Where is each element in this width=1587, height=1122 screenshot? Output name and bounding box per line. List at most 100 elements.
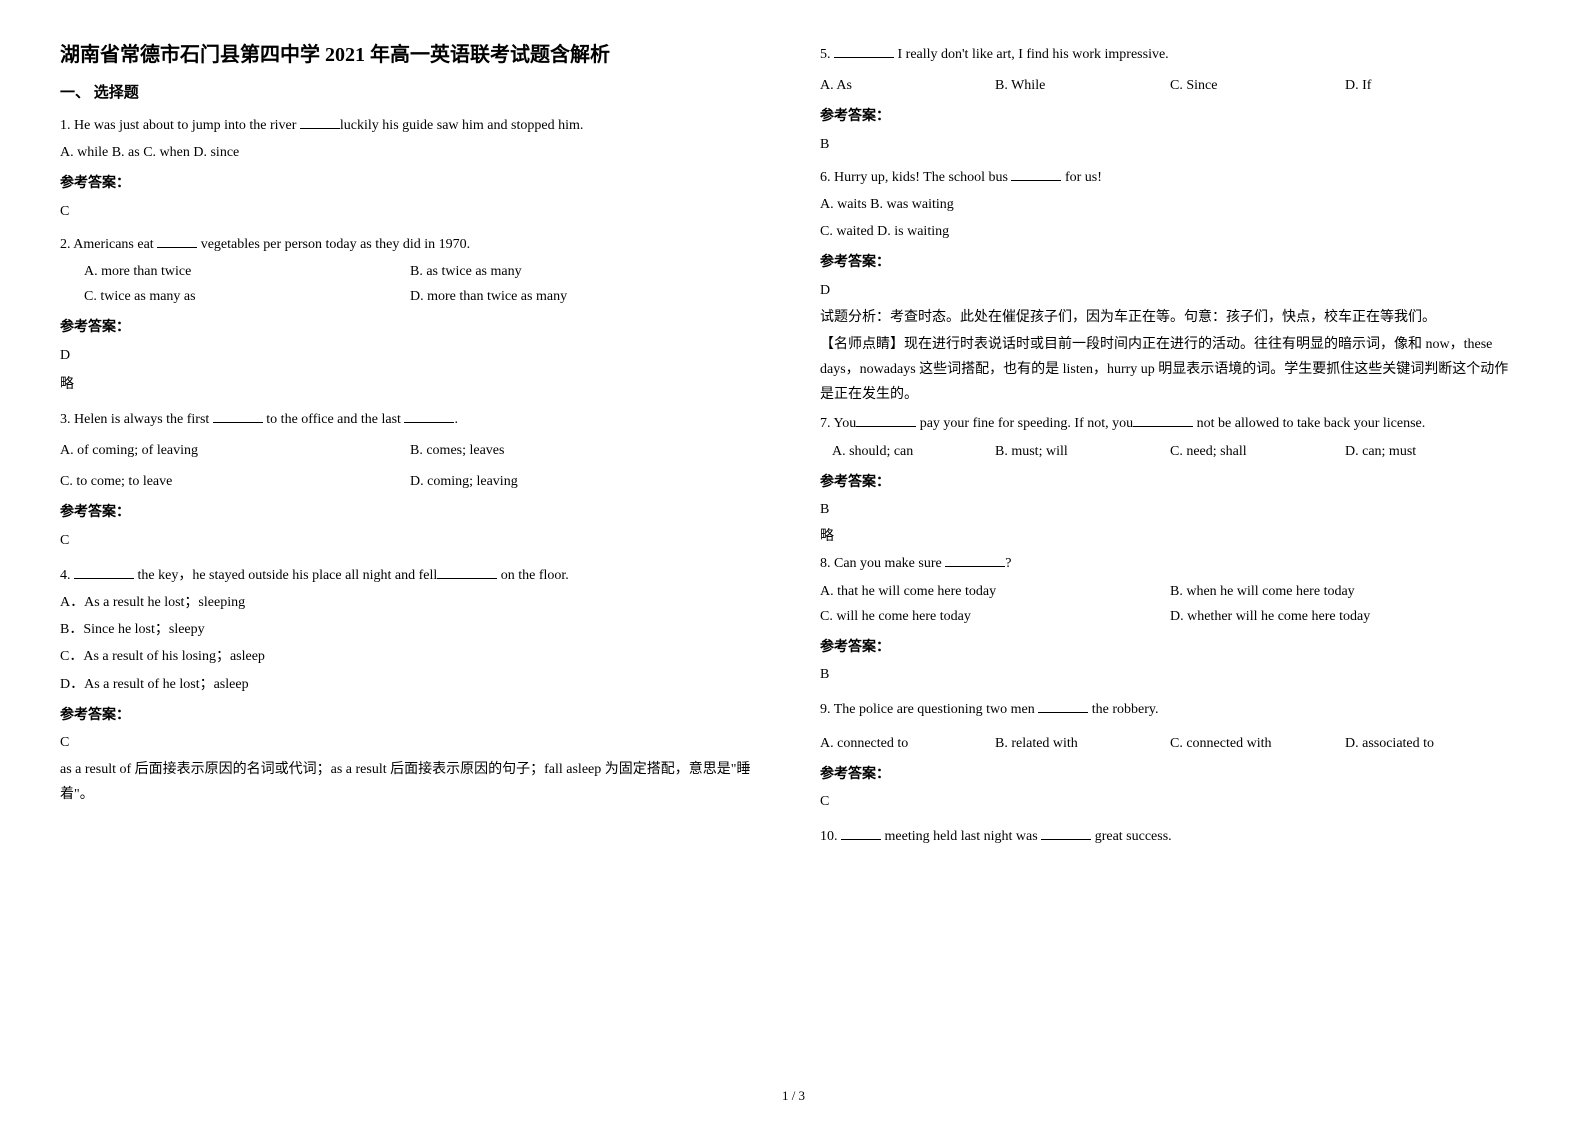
q8-stem-b: ?	[1005, 556, 1011, 571]
q6-CD: C. waited D. is waiting	[820, 219, 1520, 244]
q3-options: A. of coming; of leaving B. comes; leave…	[60, 438, 760, 463]
q7-stem-a: 7. You	[820, 416, 856, 431]
q4-B: B．Since he lost；sleepy	[60, 617, 760, 642]
answer-label: 参考答案：	[820, 104, 1520, 129]
q2-B: B. as twice as many	[410, 259, 760, 284]
q5-D: D. If	[1345, 73, 1520, 98]
q3-A: A. of coming; of leaving	[60, 438, 410, 463]
blank	[1011, 180, 1061, 181]
q8-B: B. when he will come here today	[1170, 579, 1520, 604]
q8-C: C. will he come here today	[820, 604, 1170, 629]
blank	[404, 422, 454, 423]
q7-options: A. should; can B. must; will C. need; sh…	[820, 439, 1520, 464]
doc-title: 湖南省常德市石门县第四中学 2021 年高一英语联考试题含解析	[60, 40, 760, 70]
q4-stem-b: the key，he stayed outside his place all …	[134, 568, 437, 583]
q5-stem: 5. I really don't like art, I find his w…	[820, 42, 1520, 67]
q7-stem: 7. You pay your fine for speeding. If no…	[820, 411, 1520, 436]
page: 湖南省常德市石门县第四中学 2021 年高一英语联考试题含解析 一、 选择题 1…	[0, 0, 1587, 881]
left-column: 湖南省常德市石门县第四中学 2021 年高一英语联考试题含解析 一、 选择题 1…	[60, 40, 760, 851]
q5-A: A. As	[820, 73, 995, 98]
q5-stem-a: 5.	[820, 47, 834, 62]
q5-stem-b: I really don't like art, I find his work…	[894, 47, 1169, 62]
q3-stem-c: .	[454, 412, 458, 427]
q10-stem-c: great success.	[1091, 829, 1171, 844]
q5-B: B. While	[995, 73, 1170, 98]
q6-answer: D	[820, 278, 1520, 303]
q7-stem-c: not be allowed to take back your license…	[1193, 416, 1425, 431]
q3-stem: 3. Helen is always the first to the offi…	[60, 407, 760, 432]
q1-stem-a: 1. He was just about to jump into the ri…	[60, 118, 300, 133]
q2-D: D. more than twice as many	[410, 284, 760, 309]
blank	[157, 247, 197, 248]
q8-stem-a: 8. Can you make sure	[820, 556, 945, 571]
q6-stem-a: 6. Hurry up, kids! The school bus	[820, 170, 1011, 185]
blank	[945, 566, 1005, 567]
answer-label: 参考答案：	[820, 762, 1520, 787]
q6-AB: A. waits B. was waiting	[820, 192, 1520, 217]
q8-answer: B	[820, 662, 1520, 687]
blank	[1038, 712, 1088, 713]
q1-options: A. while B. as C. when D. since	[60, 140, 760, 165]
blank	[1041, 839, 1091, 840]
q2-C: C. twice as many as	[60, 284, 410, 309]
q6-stem: 6. Hurry up, kids! The school bus for us…	[820, 165, 1520, 190]
q6-explanation-2: 【名师点睛】现在进行时表说话时或目前一段时间内正在进行的活动。往往有明显的暗示词…	[820, 332, 1520, 408]
q3-answer: C	[60, 528, 760, 553]
q9-B: B. related with	[995, 731, 1170, 756]
q10-stem-a: 10.	[820, 829, 841, 844]
q1-stem-b: luckily his guide saw him and stopped hi…	[340, 118, 583, 133]
q2-stem-b: vegetables per person today as they did …	[197, 237, 470, 252]
q4-stem-a: 4.	[60, 568, 74, 583]
q7-C: C. need; shall	[1170, 439, 1345, 464]
answer-label: 参考答案：	[820, 635, 1520, 660]
answer-label: 参考答案：	[820, 470, 1520, 495]
q8-A: A. that he will come here today	[820, 579, 1170, 604]
q6-explanation-1: 试题分析：考查时态。此处在催促孩子们，因为车正在等。句意：孩子们，快点，校车正在…	[820, 305, 1520, 330]
q8-D: D. whether will he come here today	[1170, 604, 1520, 629]
q7-stem-b: pay your fine for speeding. If not, you	[916, 416, 1133, 431]
q9-stem-b: the robbery.	[1088, 702, 1158, 717]
blank	[74, 578, 134, 579]
blank	[213, 422, 263, 423]
q3-C: C. to come; to leave	[60, 469, 410, 494]
q7-A: A. should; can	[820, 439, 995, 464]
q10-stem-b: meeting held last night was	[881, 829, 1041, 844]
q2-stem: 2. Americans eat vegetables per person t…	[60, 232, 760, 257]
q8-stem: 8. Can you make sure ?	[820, 551, 1520, 576]
q3-stem-b: to the office and the last	[263, 412, 405, 427]
q9-A: A. connected to	[820, 731, 995, 756]
q10-stem: 10. meeting held last night was great su…	[820, 824, 1520, 849]
page-number: 1 / 3	[0, 1088, 1587, 1104]
blank	[834, 57, 894, 58]
q4-answer: C	[60, 730, 760, 755]
q1-stem: 1. He was just about to jump into the ri…	[60, 113, 760, 138]
q7-note: 略	[820, 524, 1520, 549]
q4-A: A．As a result he lost；sleeping	[60, 590, 760, 615]
blank	[856, 426, 916, 427]
q9-options: A. connected to B. related with C. conne…	[820, 731, 1520, 756]
q3-D: D. coming; leaving	[410, 469, 760, 494]
blank	[841, 839, 881, 840]
q9-answer: C	[820, 789, 1520, 814]
q5-answer: B	[820, 132, 1520, 157]
q4-C: C．As a result of his losing；asleep	[60, 644, 760, 669]
q7-B: B. must; will	[995, 439, 1170, 464]
q5-options: A. As B. While C. Since D. If	[820, 73, 1520, 98]
q9-stem: 9. The police are questioning two men th…	[820, 697, 1520, 722]
q4-explanation: as a result of 后面接表示原因的名词或代词；as a result…	[60, 757, 760, 807]
q8-options: A. that he will come here today B. when …	[820, 579, 1520, 629]
q9-C: C. connected with	[1170, 731, 1345, 756]
q9-stem-a: 9. The police are questioning two men	[820, 702, 1038, 717]
q6-stem-b: for us!	[1061, 170, 1101, 185]
section-heading: 一、 选择题	[60, 80, 760, 107]
q7-D: D. can; must	[1345, 439, 1520, 464]
q5-C: C. Since	[1170, 73, 1345, 98]
right-column: 5. I really don't like art, I find his w…	[820, 40, 1520, 851]
q1-answer: C	[60, 199, 760, 224]
q4-stem: 4. the key，he stayed outside his place a…	[60, 563, 760, 588]
q4-stem-c: on the floor.	[497, 568, 569, 583]
q4-D: D．As a result of he lost；asleep	[60, 672, 760, 697]
q7-answer: B	[820, 497, 1520, 522]
answer-label: 参考答案：	[820, 250, 1520, 275]
answer-label: 参考答案：	[60, 500, 760, 525]
